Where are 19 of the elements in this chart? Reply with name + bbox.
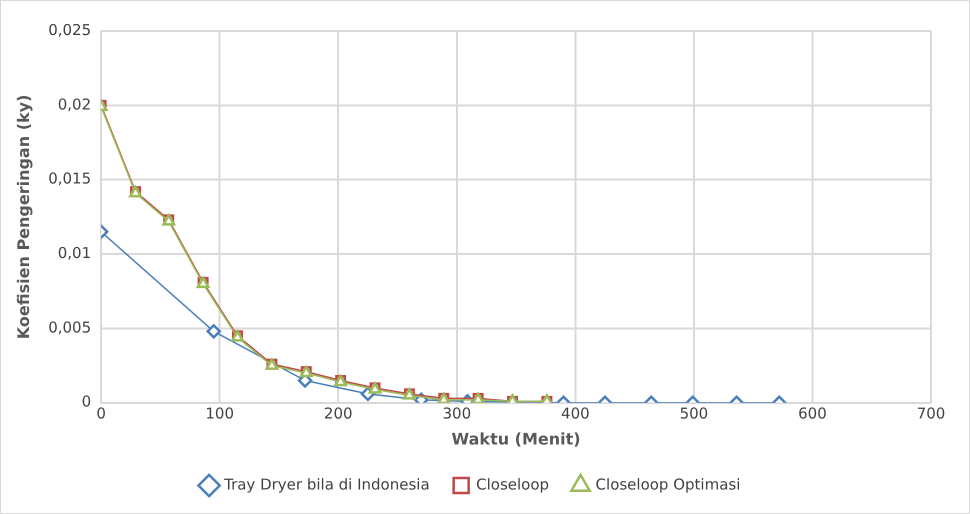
y-tick-label: 0,015 (48, 170, 92, 188)
y-axis-title: Koefisien Pengeringan (ky) (14, 94, 33, 340)
y-tick-label: 0,02 (58, 95, 92, 114)
x-tick-label: 0 (96, 404, 106, 423)
y-tick-label: 0,025 (48, 20, 92, 39)
y-tick-label: 0,005 (48, 318, 92, 336)
x-tick-label: 500 (680, 404, 708, 423)
x-tick-label: 200 (324, 404, 353, 423)
legend-label: Tray Dryer bila di Indonesia (223, 475, 430, 494)
x-tick-label: 400 (561, 404, 590, 423)
legend-label: Closeloop (476, 475, 550, 494)
x-tick-label: 300 (442, 404, 472, 423)
legend-label: Closeloop Optimasi (596, 475, 740, 494)
x-tick-label: 100 (205, 404, 234, 423)
y-tick-label: 0 (82, 392, 92, 411)
x-tick-label: 600 (798, 404, 827, 423)
x-tick-label: 700 (916, 404, 946, 423)
x-axis-title: Waktu (Menit) (452, 430, 581, 449)
y-tick-label: 0,01 (58, 244, 92, 262)
